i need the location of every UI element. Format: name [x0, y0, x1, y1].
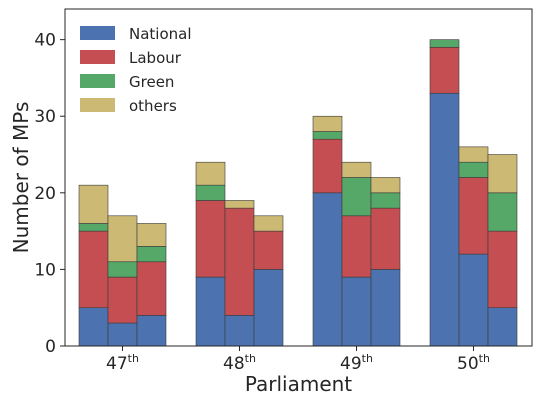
legend-swatch-labour	[80, 50, 115, 64]
legend-label-national: National	[129, 25, 192, 43]
bar-segment-national-4	[195, 276, 226, 347]
y-tick-label: 30	[34, 107, 56, 127]
bar-segment-national-7	[312, 192, 343, 347]
bar-segment-others-7	[312, 115, 343, 132]
y-tick-label: 0	[45, 337, 56, 357]
bar-segment-labour-5	[224, 207, 255, 316]
x-tick-label-49: 49th	[340, 352, 373, 374]
bar-segment-green-9	[370, 192, 401, 209]
bar-segment-others-3	[136, 223, 167, 247]
legend-label-green: Green	[129, 73, 174, 91]
x-tick-label-50: 50th	[457, 352, 490, 374]
bar-segment-green-7	[312, 131, 343, 140]
bar-segment-labour-11	[458, 177, 489, 255]
legend-swatch-national	[80, 26, 115, 40]
bar-segment-green-2	[107, 261, 138, 278]
bar-segment-green-8	[341, 177, 372, 217]
bar-segment-green-4	[195, 184, 226, 201]
bar-segment-labour-4	[195, 200, 226, 278]
bar-segment-others-4	[195, 161, 226, 186]
bar-segment-green-11	[458, 161, 489, 178]
bar-segment-others-8	[341, 161, 372, 178]
bar-segment-labour-7	[312, 138, 343, 194]
bar-segment-national-8	[341, 276, 372, 347]
bar-segment-labour-9	[370, 207, 401, 270]
y-tick-label: 10	[34, 260, 56, 280]
x-axis: 47th 48th 49th 50th	[106, 346, 490, 374]
bar-segment-others-6	[253, 215, 284, 232]
bar-segment-national-6	[253, 269, 284, 347]
bar-segment-national-5	[224, 315, 255, 347]
bar-segment-labour-8	[341, 215, 372, 278]
bar-segment-green-10	[429, 39, 460, 48]
bar-segment-labour-1	[78, 230, 109, 309]
bar-segment-green-3	[136, 246, 167, 263]
bar-segment-labour-10	[429, 46, 460, 94]
bar-segment-national-3	[136, 315, 167, 347]
y-tick-label: 20	[34, 184, 56, 204]
plot-frame	[64, 8, 533, 347]
x-axis-label: Parliament	[245, 372, 352, 396]
bar-segment-green-12	[487, 192, 518, 232]
bar-segment-national-1	[78, 307, 109, 347]
bar-segment-others-12	[487, 154, 518, 194]
bar-segment-others-11	[458, 146, 489, 163]
legend-label-others: others	[129, 97, 177, 115]
legend: National Labour Green others	[80, 25, 192, 115]
bar-segment-labour-12	[487, 230, 518, 309]
bar-segment-labour-3	[136, 261, 167, 316]
y-axis-label: Number of MPs	[9, 102, 33, 254]
x-tick-label-47: 47th	[106, 352, 139, 374]
bar-segment-labour-2	[107, 276, 138, 324]
bar-segment-others-2	[107, 215, 138, 263]
bar-segment-national-9	[370, 269, 401, 347]
y-tick-label: 40	[34, 31, 56, 51]
bar-segment-national-2	[107, 322, 138, 347]
bar-segment-national-11	[458, 253, 489, 347]
legend-swatch-others	[80, 98, 115, 112]
bar-segment-others-1	[78, 184, 109, 224]
legend-label-labour: Labour	[129, 49, 182, 67]
bars-layer	[78, 39, 518, 347]
bar-segment-others-9	[370, 177, 401, 194]
bar-segment-labour-6	[253, 230, 284, 270]
bar-segment-national-10	[429, 92, 460, 347]
bar-segment-green-1	[78, 223, 109, 232]
x-tick-label-48: 48th	[223, 352, 256, 374]
legend-swatch-green	[80, 74, 115, 88]
bar-segment-others-5	[224, 200, 255, 209]
y-axis: 0 10 20 30 40	[34, 31, 65, 357]
bar-segment-national-12	[487, 307, 518, 347]
